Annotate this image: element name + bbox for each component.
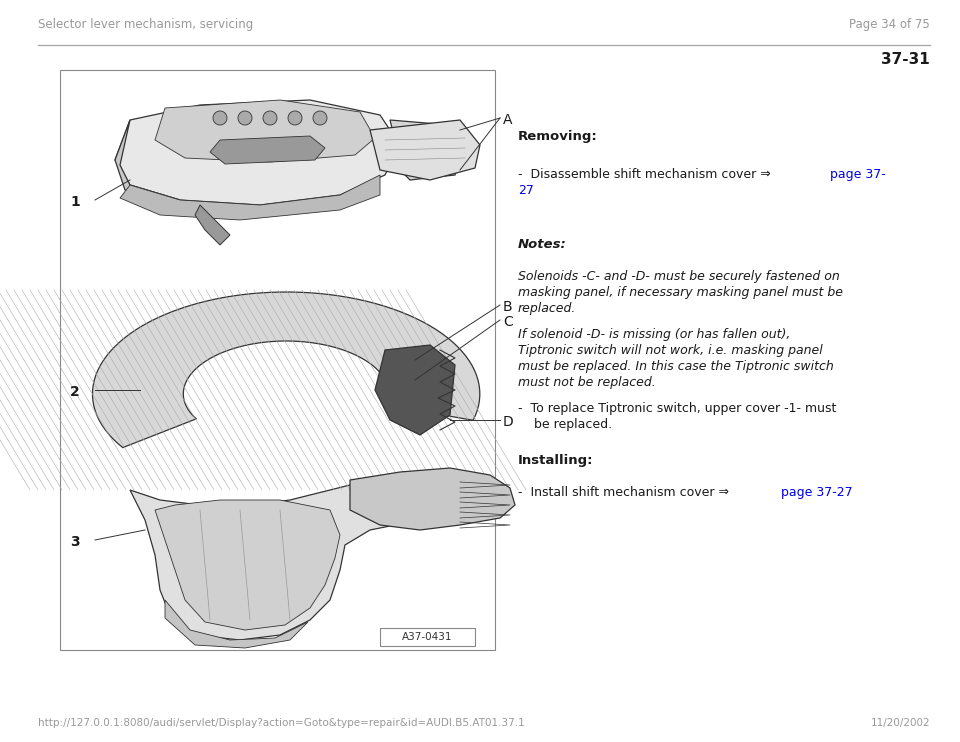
Polygon shape [370,120,480,180]
Text: 1: 1 [70,195,80,209]
Text: A37-0431: A37-0431 [401,632,452,642]
Circle shape [313,111,327,125]
Text: B: B [503,300,513,314]
Text: 2: 2 [70,385,80,399]
Polygon shape [155,500,340,630]
Polygon shape [130,475,465,640]
Text: Removing:: Removing: [518,130,598,143]
Polygon shape [92,292,480,447]
Polygon shape [115,100,400,205]
Text: -  Install shift mechanism cover ⇒: - Install shift mechanism cover ⇒ [518,486,733,499]
Polygon shape [195,205,230,245]
Polygon shape [350,468,515,530]
Text: Installing:: Installing: [518,454,593,467]
Text: Solenoids -C- and -D- must be securely fastened on: Solenoids -C- and -D- must be securely f… [518,270,840,283]
Bar [60,70,495,650]
Text: -  Disassemble shift mechanism cover ⇒: - Disassemble shift mechanism cover ⇒ [518,168,775,181]
Circle shape [288,111,302,125]
Text: masking panel, if necessary masking panel must be: masking panel, if necessary masking pane… [518,286,843,299]
Circle shape [263,111,277,125]
Text: http://127.0.0.1:8080/audi/servlet/Display?action=Goto&type=repair&id=AUDI.B5.AT: http://127.0.0.1:8080/audi/servlet/Displ… [38,718,525,728]
Polygon shape [390,120,465,180]
Circle shape [213,111,227,125]
Text: replaced.: replaced. [518,302,576,315]
Text: 37-31: 37-31 [881,52,930,67]
Polygon shape [115,120,180,200]
Text: 27: 27 [518,184,534,197]
Text: Notes:: Notes: [518,238,566,251]
Polygon shape [120,175,380,220]
Text: D: D [503,415,514,429]
Text: If solenoid -D- is missing (or has fallen out),: If solenoid -D- is missing (or has falle… [518,328,790,341]
Text: 3: 3 [70,535,80,549]
Text: must not be replaced.: must not be replaced. [518,376,656,389]
Circle shape [238,111,252,125]
Polygon shape [165,600,308,648]
Text: -  To replace Tiptronic switch, upper cover -1- must: - To replace Tiptronic switch, upper cov… [518,402,836,415]
Bar [380,628,475,646]
Polygon shape [210,136,325,164]
Text: page 37-27: page 37-27 [781,486,852,499]
Polygon shape [375,345,455,435]
Text: Tiptronic switch will not work, i.e. masking panel: Tiptronic switch will not work, i.e. mas… [518,344,823,357]
Text: C: C [503,315,513,329]
Text: Page 34 of 75: Page 34 of 75 [850,18,930,31]
Text: page 37-: page 37- [830,168,886,181]
Text: 11/20/2002: 11/20/2002 [871,718,930,728]
Text: Selector lever mechanism, servicing: Selector lever mechanism, servicing [38,18,253,31]
Text: be replaced.: be replaced. [534,418,612,431]
Text: A: A [503,113,513,127]
Polygon shape [155,100,375,162]
Text: must be replaced. In this case the Tiptronic switch: must be replaced. In this case the Tiptr… [518,360,833,373]
